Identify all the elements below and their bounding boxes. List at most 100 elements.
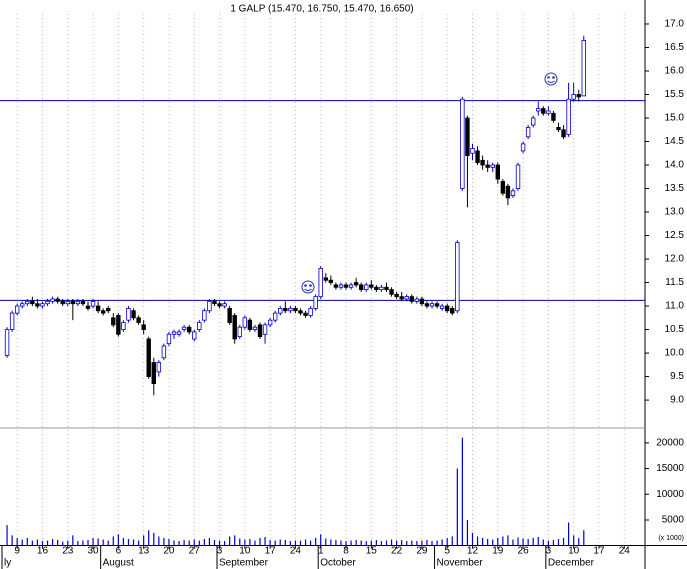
candle-body: [450, 308, 455, 314]
candle-body: [444, 305, 450, 312]
volume-bar: [547, 540, 549, 546]
volume-bar: [451, 536, 453, 546]
candle-body: [90, 300, 96, 307]
candle-body: [490, 164, 495, 168]
candle-body: [35, 303, 40, 307]
volume-bar: [137, 540, 140, 546]
month-label: November: [437, 558, 484, 569]
candle-body: [222, 303, 227, 307]
candle-body: [414, 298, 420, 302]
candle-body: [131, 310, 136, 319]
candle-body: [348, 284, 354, 288]
volume-bar: [380, 541, 383, 546]
volume-bar: [573, 535, 575, 546]
candle-body: [358, 284, 364, 291]
candle-body: [242, 317, 248, 328]
candle-body: [156, 362, 162, 373]
candle-body: [465, 117, 470, 157]
candle-body: [197, 322, 202, 330]
volume-bar: [284, 540, 286, 546]
volume-bar: [279, 539, 281, 546]
volume-bar: [456, 468, 458, 546]
candle-body: [308, 308, 313, 316]
candle-body: [379, 286, 384, 291]
candle-body: [399, 296, 404, 300]
candle-body: [146, 338, 151, 377]
candle-body: [65, 300, 70, 305]
candle-body: [111, 317, 116, 326]
candle-body: [475, 150, 480, 164]
volume-bar: [112, 536, 114, 546]
x-tick-label: 3: [217, 546, 223, 557]
volume-bar: [223, 541, 226, 546]
candle-body: [429, 303, 435, 307]
candle-body: [409, 296, 414, 302]
candle-body: [252, 326, 258, 330]
volume-bar: [183, 540, 185, 546]
volume-bar: [320, 534, 322, 546]
volume-bar: [67, 540, 69, 546]
x-tick-label: 26: [518, 546, 530, 557]
volume-tick-label: 5000: [662, 515, 685, 526]
candle-body: [303, 312, 308, 316]
volume-bar: [416, 541, 418, 546]
volume-bar: [562, 537, 565, 546]
candle-body: [25, 300, 30, 305]
volume-bar: [213, 540, 216, 546]
candle-body: [536, 108, 541, 112]
candle-body: [485, 164, 490, 168]
volume-bar: [229, 536, 231, 546]
volume-bar: [36, 539, 39, 546]
candle-body: [439, 305, 445, 309]
candle-body: [95, 305, 101, 312]
volume-bar: [259, 537, 261, 546]
y-tick-label: 9.0: [670, 395, 684, 406]
candle-body: [30, 300, 35, 305]
volume-bar: [122, 537, 125, 546]
candle-body: [561, 129, 566, 138]
volume-bar: [340, 540, 342, 546]
volume-bar: [345, 541, 347, 546]
candle-body: [374, 286, 379, 291]
candle-body: [541, 108, 546, 114]
candle-body: [166, 333, 172, 345]
volume-bar: [289, 541, 291, 546]
candle-body: [262, 324, 268, 335]
x-tick-label: 29: [416, 546, 428, 557]
candle-body: [207, 300, 212, 312]
candle-body: [369, 284, 374, 288]
volume-bar: [512, 539, 514, 546]
volume-bar: [239, 538, 241, 546]
candle-body: [278, 308, 283, 314]
candle-body: [40, 303, 45, 307]
candle-body: [176, 331, 182, 335]
volume-bar: [542, 539, 544, 546]
volume-bar: [502, 536, 504, 546]
candle-body: [394, 293, 399, 298]
candle-body: [247, 319, 253, 330]
y-tick-label: 11.0: [665, 301, 684, 312]
volume-bar: [46, 540, 49, 546]
x-tick-label: 12: [467, 546, 479, 557]
volume-bar: [234, 535, 236, 546]
candle-body: [80, 300, 86, 305]
candle-body: [257, 324, 263, 338]
candle-body: [116, 315, 121, 335]
volume-bar: [557, 539, 560, 546]
month-label: ly: [4, 558, 11, 569]
candle-body: [272, 312, 278, 321]
candle-body: [141, 324, 146, 330]
volume-bar: [431, 541, 433, 546]
candle-body: [353, 282, 359, 286]
candle-body: [232, 315, 237, 340]
month-label: September: [219, 558, 269, 569]
volume-bar: [57, 540, 59, 546]
volume-bar: [208, 537, 211, 546]
volume-bar: [188, 540, 190, 546]
volume-bar: [527, 539, 529, 546]
volume-bar: [304, 539, 307, 546]
x-tick-label: 10: [239, 546, 251, 557]
volume-unit: (x 1000): [658, 535, 684, 542]
x-tick-label: 13: [138, 546, 150, 557]
candle-body: [45, 300, 50, 305]
